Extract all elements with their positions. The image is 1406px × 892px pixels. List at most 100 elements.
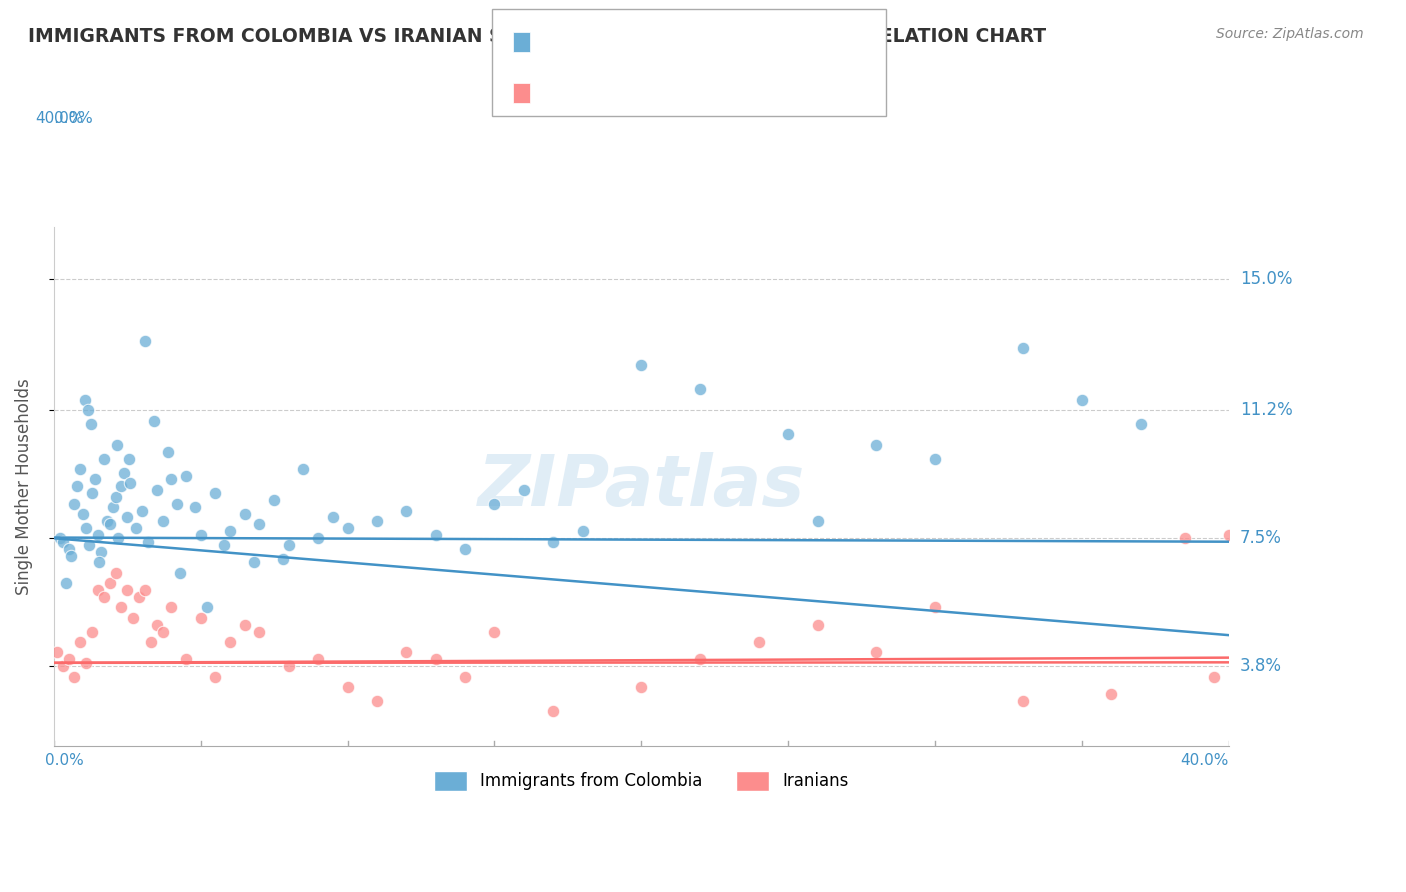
Point [89,556,111,570]
Point [120,475,142,490]
Point [484,624,506,639]
Point [307,531,329,545]
Point [66,479,89,493]
Legend: Immigrants from Colombia, Iranians: Immigrants from Colombia, Iranians [427,764,856,797]
Point [142,414,165,428]
Point [204,486,226,500]
Point [110,479,132,493]
Point [73,392,96,407]
Point [98,517,121,532]
Point [160,472,183,486]
Point [69,635,91,649]
Point [93,590,115,604]
Point [748,635,770,649]
Point [76,403,98,417]
Point [630,358,652,372]
Point [307,652,329,666]
Point [101,500,124,515]
Point [689,383,711,397]
Point [249,624,271,639]
Point [541,534,564,549]
Point [233,507,256,521]
Point [72,507,94,521]
Point [366,514,388,528]
Text: R = -0.003  N = 77: R = -0.003 N = 77 [527,37,685,55]
Point [107,531,129,545]
Point [190,528,212,542]
Point [104,566,127,580]
Point [484,497,506,511]
Point [87,528,110,542]
Point [1129,417,1152,431]
Point [292,462,315,476]
Point [139,635,162,649]
Point [152,514,174,528]
Point [425,528,447,542]
Point [63,670,86,684]
Point [425,652,447,666]
Point [93,451,115,466]
Point [865,438,887,452]
Point [112,466,135,480]
Point [1202,670,1225,684]
Point [52,659,75,673]
Text: 40.0%: 40.0% [35,111,83,126]
Point [145,617,167,632]
Point [322,510,344,524]
Point [195,600,218,615]
Point [924,600,946,615]
Point [118,451,141,466]
Point [219,635,242,649]
Point [134,334,156,348]
Point [117,583,139,598]
Text: 15.0%: 15.0% [1240,269,1292,288]
Point [184,500,207,515]
Point [1012,341,1035,355]
Point [52,534,75,549]
Point [233,617,256,632]
Point [160,600,183,615]
Point [242,556,264,570]
Point [90,545,112,559]
Point [77,538,100,552]
Point [125,521,148,535]
Point [395,645,418,659]
Point [336,521,359,535]
Point [63,497,86,511]
Text: 11.2%: 11.2% [1240,401,1292,419]
Point [117,510,139,524]
Point [58,652,80,666]
Point [277,659,299,673]
Point [395,503,418,517]
Point [454,541,477,556]
Point [212,538,235,552]
Text: 7.5%: 7.5% [1240,529,1282,548]
Point [1070,392,1092,407]
Point [630,680,652,694]
Point [131,503,153,517]
Point [122,611,145,625]
Text: ZIPatlas: ZIPatlas [478,452,806,521]
Point [75,656,97,670]
Y-axis label: Single Mother Households: Single Mother Households [15,378,32,595]
Point [58,541,80,556]
Point [454,670,477,684]
Point [75,521,97,535]
Point [104,490,127,504]
Point [1012,694,1035,708]
Point [96,514,118,528]
Point [80,624,103,639]
Point [778,427,800,442]
Point [84,472,107,486]
Point [806,514,828,528]
Point [190,611,212,625]
Point [134,583,156,598]
Point [571,524,593,539]
Text: 3.8%: 3.8% [1240,657,1282,675]
Text: Source: ZipAtlas.com: Source: ZipAtlas.com [1216,27,1364,41]
Point [157,444,180,458]
Point [366,694,388,708]
Point [45,645,67,659]
Point [263,493,285,508]
Point [174,469,197,483]
